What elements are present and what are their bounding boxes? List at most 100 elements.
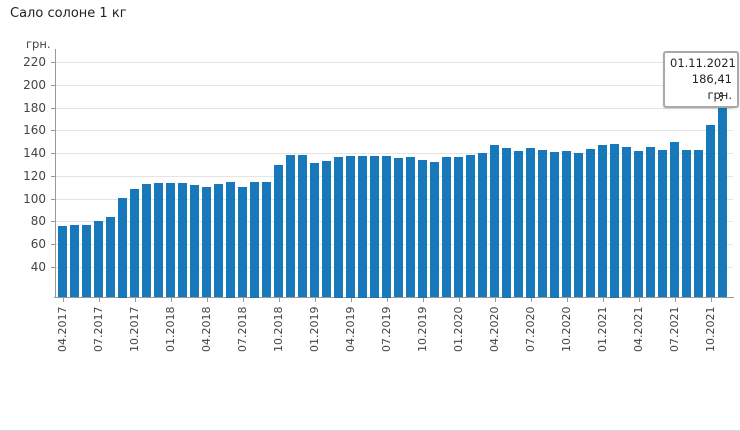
bar[interactable] [670, 142, 680, 298]
bar[interactable] [70, 224, 80, 298]
bar[interactable] [622, 146, 632, 298]
bar[interactable] [154, 183, 164, 298]
x-axis-tick-label: 01.2019 [308, 306, 322, 353]
bar[interactable] [238, 186, 248, 298]
x-axis-tick-label: 04.2021 [632, 306, 646, 353]
bar[interactable] [94, 221, 104, 298]
bar[interactable] [202, 186, 212, 298]
gridline-h [56, 107, 733, 109]
gridline-h [56, 62, 733, 64]
bar[interactable] [490, 145, 500, 298]
y-axis-tick-label: 140 [23, 146, 46, 161]
bar[interactable] [310, 162, 320, 298]
bar[interactable] [526, 148, 536, 298]
bar[interactable] [274, 165, 284, 298]
tooltip-date: 01.11.2021 [670, 56, 736, 70]
x-axis-tick [62, 298, 64, 302]
y-axis-line [55, 49, 56, 298]
bar[interactable] [694, 149, 704, 298]
x-axis-tick-label: 04.2018 [200, 306, 214, 353]
x-axis-tick [638, 298, 640, 302]
y-axis-tick-label: 100 [23, 191, 46, 206]
bar[interactable] [478, 152, 488, 298]
bar[interactable] [322, 161, 332, 298]
y-axis-tick [51, 221, 55, 223]
x-axis-tick [314, 298, 316, 302]
x-axis-tick [386, 298, 388, 302]
x-axis-tick-label: 04.2017 [56, 306, 70, 353]
x-axis-tick [458, 298, 460, 302]
y-axis-tick-label: 80 [30, 214, 46, 229]
bar[interactable] [682, 149, 692, 298]
bar[interactable] [406, 157, 416, 298]
bar[interactable] [586, 148, 596, 298]
gridline-h [56, 85, 733, 86]
bar[interactable] [562, 150, 572, 298]
bar[interactable] [574, 152, 584, 298]
bar[interactable] [58, 226, 68, 298]
y-axis-tick [51, 107, 55, 109]
x-axis-line [54, 297, 734, 298]
x-axis-tick-label: 04.2019 [344, 306, 358, 353]
bar[interactable] [358, 156, 368, 298]
y-axis-tick [51, 198, 55, 200]
y-axis-tick-label: 220 [23, 55, 46, 70]
bar[interactable] [214, 183, 224, 298]
x-axis-tick-label: 07.2020 [524, 306, 538, 353]
bar[interactable] [370, 156, 380, 298]
x-axis-tick-label: 01.2020 [452, 306, 466, 353]
y-axis-tick [51, 244, 55, 245]
bar[interactable] [346, 156, 356, 298]
bar[interactable] [658, 150, 668, 298]
y-axis-tick [51, 130, 55, 132]
y-axis-tick [51, 175, 55, 177]
bar[interactable] [334, 156, 344, 298]
x-axis-tick [566, 298, 568, 302]
y-axis-tick [51, 85, 55, 86]
bar[interactable] [190, 184, 200, 298]
x-axis-tick-label: 10.2020 [560, 306, 574, 353]
y-axis-tick [51, 153, 55, 155]
bar[interactable] [718, 100, 728, 298]
bar[interactable] [430, 162, 440, 298]
x-axis-tick-label: 10.2018 [272, 306, 286, 353]
bar[interactable] [538, 149, 548, 298]
bar[interactable] [142, 183, 152, 298]
bar[interactable] [454, 157, 464, 298]
x-axis-tick-label: 04.2020 [488, 306, 502, 353]
y-axis-tick-label: 120 [23, 168, 46, 183]
bar[interactable] [514, 151, 524, 298]
tooltip: 01.11.2021 186,41 грн. [663, 51, 739, 108]
bar[interactable] [286, 154, 296, 298]
bar[interactable] [502, 147, 512, 298]
bar[interactable] [610, 143, 620, 298]
bar[interactable] [250, 181, 260, 298]
bar[interactable] [106, 216, 116, 298]
bar[interactable] [166, 183, 176, 298]
bar[interactable] [706, 124, 716, 298]
y-axis-unit-label: грн. [26, 37, 51, 51]
bar[interactable] [646, 146, 656, 298]
bar[interactable] [130, 188, 140, 298]
bar[interactable] [466, 154, 476, 298]
bar[interactable] [550, 152, 560, 298]
bar[interactable] [598, 145, 608, 298]
bar[interactable] [118, 198, 128, 298]
bar[interactable] [226, 181, 236, 298]
tooltip-connector-dotted-line [720, 92, 722, 101]
bar[interactable] [442, 157, 452, 298]
tooltip-value: 186,41 грн. [691, 72, 732, 102]
bar[interactable] [634, 150, 644, 298]
x-axis-tick [422, 298, 424, 302]
bar[interactable] [262, 182, 272, 298]
bar[interactable] [82, 224, 92, 298]
bar[interactable] [418, 160, 428, 298]
y-axis-tick [51, 62, 55, 64]
bar[interactable] [298, 155, 308, 298]
bar[interactable] [178, 183, 188, 298]
x-axis-tick [206, 298, 208, 302]
bar[interactable] [394, 157, 404, 298]
bar[interactable] [382, 156, 392, 298]
x-axis-tick [170, 298, 172, 302]
